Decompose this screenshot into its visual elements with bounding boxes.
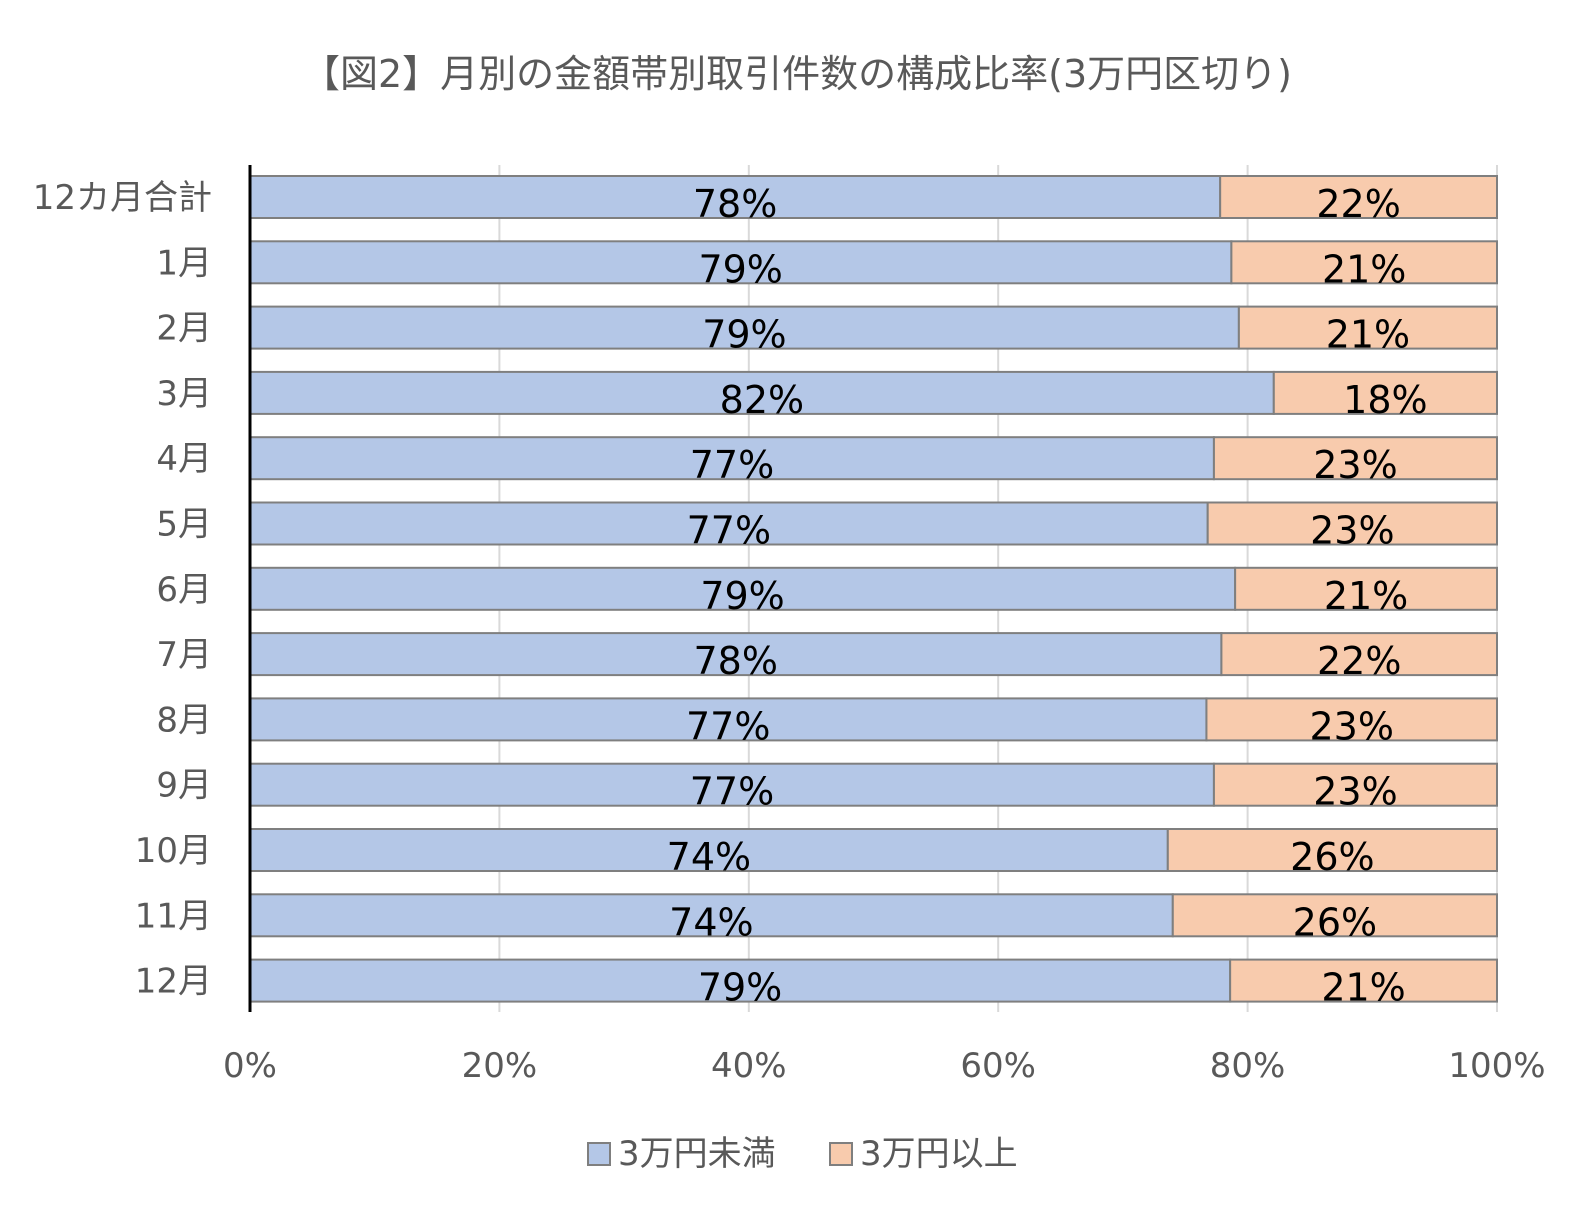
bar-segment-over-30k [1205,697,1498,742]
bar-segment-under-30k [249,436,1215,481]
category-label: 2月 [156,309,212,349]
x-tick-label: 60% [960,1046,1036,1086]
category-label: 11月 [135,896,212,936]
bar-segment-over-30k [1219,175,1499,219]
bar-segment-under-30k [249,893,1174,938]
category-label: 6月 [156,570,212,610]
legend-label: 3万円以上 [860,1134,1018,1174]
category-label: 5月 [156,505,212,545]
data-label: 21% [1324,574,1408,618]
data-label: 79% [702,313,786,357]
bar-segment-under-30k [249,175,1222,219]
category-label: 3月 [156,374,212,414]
bar-segment-over-30k [1206,501,1499,546]
x-tick-label: 0% [223,1046,277,1086]
data-label: 18% [1343,378,1427,422]
x-tick-labels: 0% 20% 40% 60% 80% 100% [223,1046,1546,1086]
data-label: 78% [693,639,777,683]
data-label: 22% [1316,182,1400,226]
data-label: 23% [1310,509,1394,553]
data-label: 22% [1317,639,1401,683]
data-label: 77% [690,443,774,487]
legend-swatch [587,1142,611,1166]
x-tick-label: 80% [1210,1046,1286,1086]
data-label: 82% [720,378,804,422]
bar-segment-under-30k [249,370,1275,415]
data-label: 79% [698,247,782,291]
legend-label: 3万円未満 [618,1134,776,1174]
bar-segment-under-30k [249,762,1215,807]
bar-segment-over-30k [1166,828,1498,872]
bar-segment-over-30k [1237,305,1498,350]
bar-segment-over-30k [1220,632,1498,677]
data-label: 78% [693,182,777,226]
data-label: 74% [667,835,751,879]
data-label: 23% [1313,443,1397,487]
category-label: 10月 [135,831,212,871]
data-label: 21% [1321,966,1405,1010]
bar-segment-under-30k [249,240,1233,285]
bar-segment-over-30k [1229,958,1498,1003]
legend: 3万円未満 3万円以上 [587,1134,1018,1174]
x-tick-label: 40% [711,1046,787,1086]
data-label: 21% [1326,313,1410,357]
legend-swatch [829,1142,853,1166]
bar-segment-over-30k [1272,370,1498,415]
data-label: 23% [1313,770,1397,814]
bar-segment-over-30k [1230,240,1499,285]
data-label: 77% [686,704,770,748]
category-label: 12月 [135,962,212,1002]
category-label: 12カ月合計 [33,178,212,218]
data-label: 23% [1309,704,1393,748]
category-label: 1月 [156,243,212,283]
x-tick-label: 100% [1448,1046,1545,1086]
bar-segment-over-30k [1212,762,1499,807]
data-label: 21% [1322,247,1406,291]
category-label: 9月 [156,766,212,806]
data-label: 74% [669,900,753,944]
bar-segment-under-30k [249,697,1208,742]
bar-segment-over-30k [1171,893,1499,938]
bar-segment-under-30k [249,501,1209,546]
data-label: 79% [700,574,784,618]
bars: 78% 22% 79% 21% 79% 21% 82% 18% 77% 23% 77% 23% 79% 2… [249,175,1499,1010]
data-label: 77% [687,509,771,553]
category-label: 4月 [156,439,212,479]
data-label: 26% [1293,900,1377,944]
bar-segment-over-30k [1234,566,1498,611]
bar-segment-over-30k [1212,436,1499,481]
category-label: 8月 [156,700,212,740]
category-labels: 12カ月合計 1月 2月 3月 4月 5月 6月 7月 8月 9月 10月 11月 12月 [33,178,212,1002]
chart-title: 【図2】月別の金額帯別取引件数の構成比率(3万円区切り) [302,52,1292,96]
x-tick-label: 20% [462,1046,538,1086]
category-label: 7月 [156,635,212,675]
data-label: 77% [690,770,774,814]
data-label: 26% [1290,835,1374,879]
data-label: 79% [698,966,782,1010]
bar-segment-under-30k [249,305,1240,350]
